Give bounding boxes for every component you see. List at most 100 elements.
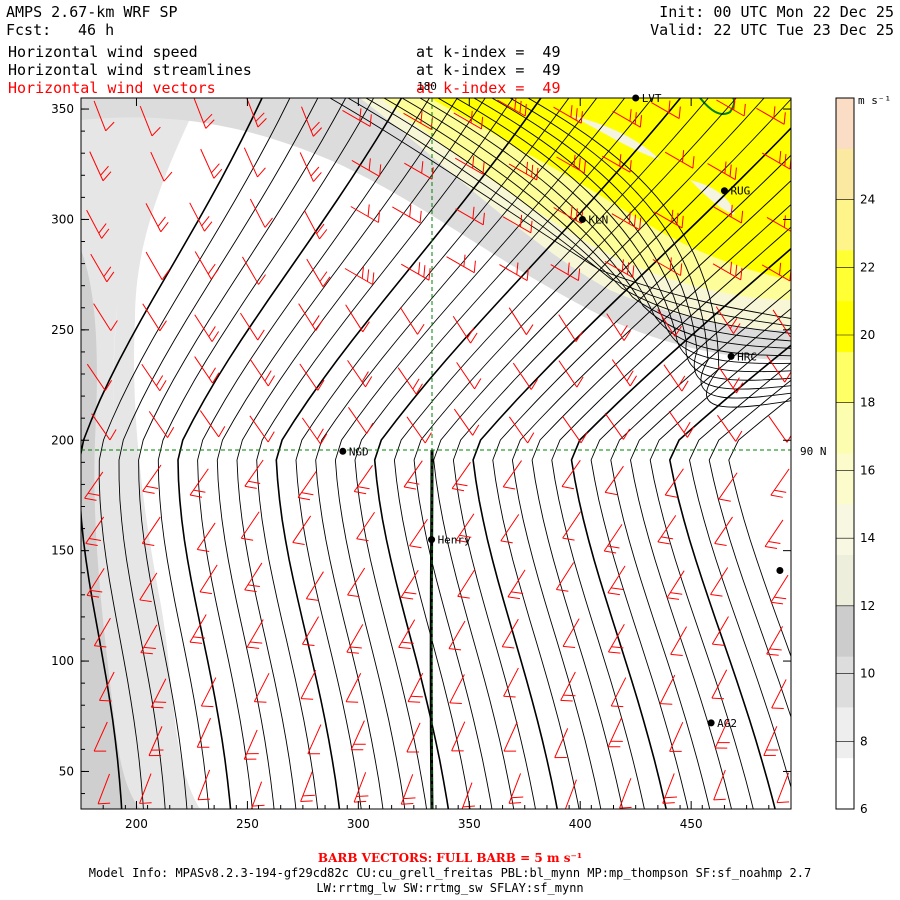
transect-line	[429, 449, 434, 809]
wind-barb	[659, 674, 676, 705]
wind-barb	[508, 161, 539, 181]
wind-barb	[668, 410, 695, 438]
wind-barb	[562, 416, 588, 444]
colorbar-band	[836, 758, 854, 810]
colorbar-band	[836, 199, 854, 251]
colorbar-band	[836, 250, 854, 302]
station-marker	[776, 567, 784, 575]
wind-barb	[243, 147, 266, 178]
wind-barb	[508, 307, 534, 335]
forecast-label: Fcst:	[6, 21, 52, 39]
wind-barb	[245, 98, 267, 128]
wind-barb	[400, 262, 431, 281]
streamline	[531, 203, 791, 809]
wind-barb	[714, 718, 730, 749]
wind-barb	[194, 314, 220, 342]
streamline-jet	[419, 98, 791, 357]
wind-barb	[501, 618, 519, 649]
wind-barb	[718, 472, 738, 502]
wind-barb	[710, 567, 729, 597]
field-name-wind-speed: Horizontal wind speed	[8, 43, 198, 61]
streamline-jet	[383, 98, 791, 342]
streamline-jet	[527, 98, 791, 408]
wind-barb	[499, 262, 529, 282]
colorbar-band	[836, 605, 854, 658]
wind-barb	[150, 678, 167, 709]
forecast-hours: 46 h	[78, 21, 115, 39]
wind-barb	[84, 471, 104, 501]
x-tick-label: 450	[680, 817, 703, 831]
wind-barb	[253, 672, 270, 703]
station-marker	[339, 447, 347, 455]
wind-barb	[554, 728, 569, 759]
wind-barb	[189, 614, 207, 644]
x-tick-label: 400	[569, 817, 592, 831]
streamline	[295, 98, 570, 809]
wind-barb	[503, 667, 519, 698]
wind-barb	[448, 620, 466, 651]
wind-barb	[664, 468, 684, 498]
station-label: RUG	[730, 185, 750, 198]
wind-barb	[612, 109, 643, 128]
wind-barb	[553, 105, 583, 124]
colorbar-label: 14	[860, 531, 875, 545]
wind-barb	[657, 309, 682, 337]
streamline	[157, 98, 375, 809]
streamline	[236, 98, 486, 809]
model-schemes: LW:rrtmg_lw SW:rrtmg_sw SFLAY:sf_mynn	[316, 881, 584, 895]
wind-barb	[713, 769, 726, 801]
field-name-vectors: Horizontal wind vectors	[8, 79, 216, 97]
wind-barb	[602, 154, 632, 173]
wind-barb	[189, 202, 213, 232]
wind-barb	[99, 671, 115, 702]
colorbar-label: 16	[860, 463, 875, 477]
streamline	[197, 98, 430, 809]
streamline	[570, 247, 791, 809]
wind-barb	[619, 778, 632, 809]
wind-barb	[652, 257, 683, 276]
wind-barb	[301, 616, 320, 646]
streamline	[649, 326, 791, 809]
wind-barb	[397, 367, 423, 395]
wind-barb	[763, 726, 779, 757]
x-tick-label: 250	[236, 817, 259, 831]
colorbar-label: 22	[860, 260, 875, 274]
streamline	[315, 98, 598, 809]
station-label: Henry	[438, 534, 471, 547]
wind-barb	[398, 619, 416, 650]
wind-barb	[756, 106, 786, 125]
wind-barb	[550, 262, 581, 282]
field-name-streamlines: Horizontal wind streamlines	[8, 61, 252, 79]
wind-barb	[764, 519, 784, 549]
colorbar-band	[836, 301, 854, 353]
streamline	[413, 98, 737, 809]
wind-barb	[197, 769, 211, 801]
station-label: NGD	[349, 445, 369, 458]
wind-barb	[249, 415, 275, 443]
wind-barb	[502, 460, 522, 490]
streamline	[256, 98, 514, 809]
streamline	[452, 98, 791, 809]
wind-barb	[348, 406, 374, 434]
x-tick-label: 300	[347, 817, 370, 831]
colorbar-label: 12	[860, 599, 875, 613]
wind-barb	[241, 256, 266, 285]
wind-barb	[707, 161, 737, 181]
wind-barb	[711, 669, 728, 700]
wind-barb	[353, 464, 373, 495]
wind-barb	[305, 571, 324, 601]
wind-barb	[86, 363, 113, 391]
wind-barb	[662, 773, 677, 804]
wind-barb	[93, 617, 111, 648]
wind-barb	[86, 209, 110, 239]
colorbar-band	[836, 453, 854, 505]
streamline	[275, 98, 542, 809]
wind-barb	[240, 511, 260, 541]
field-level-streamlines: at k-index = 49	[416, 61, 561, 79]
wind-barb	[347, 360, 373, 388]
wind-barb	[666, 570, 685, 600]
streamline-jet	[437, 98, 791, 364]
wind-barb	[776, 772, 790, 804]
colorbar-band	[836, 504, 854, 556]
wind-barb	[564, 779, 578, 809]
